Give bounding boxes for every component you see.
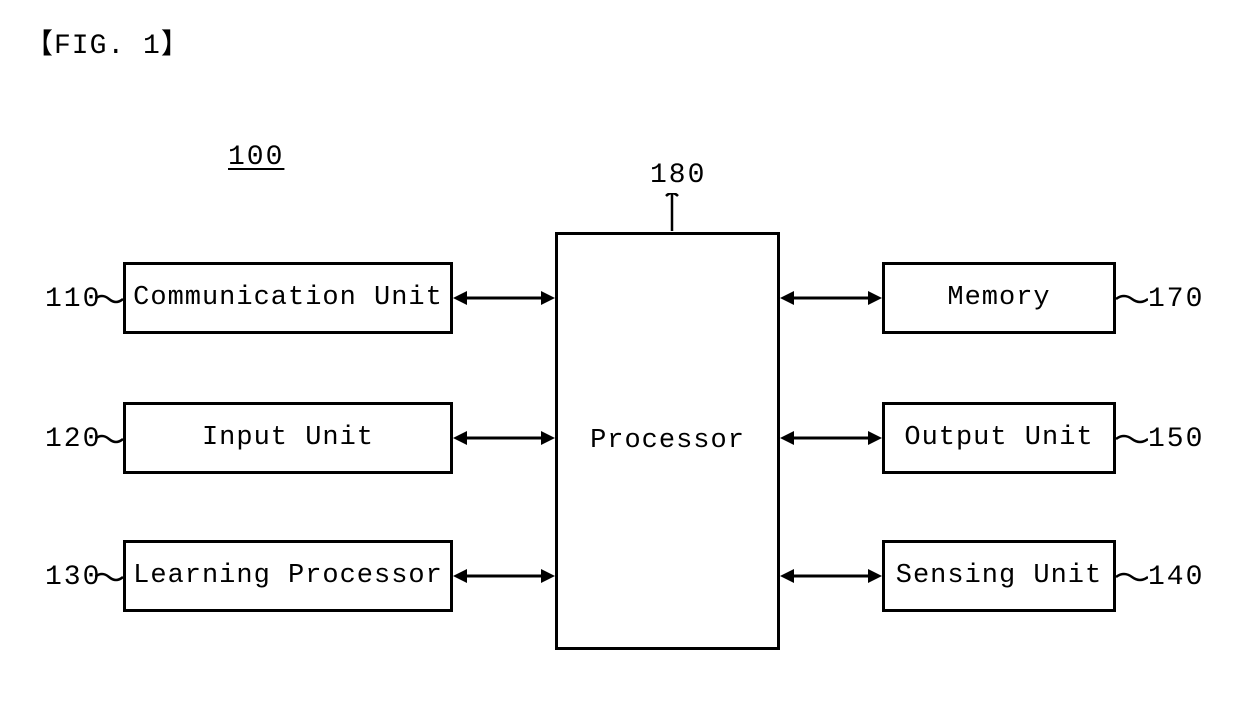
output-unit-box: Output Unit bbox=[882, 402, 1116, 474]
memory-box: Memory bbox=[882, 262, 1116, 334]
learning-processor-box: Learning Processor bbox=[123, 540, 453, 612]
input-unit-box: Input Unit bbox=[123, 402, 453, 474]
leader-170 bbox=[1116, 291, 1148, 307]
communication-unit-label: Communication Unit bbox=[133, 283, 443, 313]
communication-unit-box: Communication Unit bbox=[123, 262, 453, 334]
ref-150: 150 bbox=[1148, 424, 1204, 455]
memory-label: Memory bbox=[947, 283, 1050, 313]
leader-120 bbox=[95, 431, 125, 447]
ref-180: 180 bbox=[650, 160, 706, 191]
processor-label: Processor bbox=[590, 426, 745, 456]
ref-110: 110 bbox=[45, 284, 101, 315]
arrow-120-180 bbox=[453, 426, 555, 450]
sensing-unit-label: Sensing Unit bbox=[896, 561, 1102, 591]
ref-170: 170 bbox=[1148, 284, 1204, 315]
leader-150 bbox=[1116, 431, 1148, 447]
leader-110 bbox=[95, 291, 125, 307]
ref-130: 130 bbox=[45, 562, 101, 593]
output-unit-label: Output Unit bbox=[904, 423, 1093, 453]
input-unit-label: Input Unit bbox=[202, 423, 374, 453]
arrow-130-180 bbox=[453, 564, 555, 588]
sensing-unit-box: Sensing Unit bbox=[882, 540, 1116, 612]
figure-title: 【FIG. 1】 bbox=[25, 22, 190, 62]
ref-100-text: 100 bbox=[228, 142, 284, 173]
leader-130 bbox=[95, 569, 125, 585]
arrow-180-140 bbox=[780, 564, 882, 588]
arrow-180-150 bbox=[780, 426, 882, 450]
processor-box: Processor bbox=[555, 232, 780, 650]
arrow-110-180 bbox=[453, 286, 555, 310]
leader-140 bbox=[1116, 569, 1148, 585]
ref-140: 140 bbox=[1148, 562, 1204, 593]
learning-processor-label: Learning Processor bbox=[133, 561, 443, 591]
ref-120: 120 bbox=[45, 424, 101, 455]
arrow-180-170 bbox=[780, 286, 882, 310]
